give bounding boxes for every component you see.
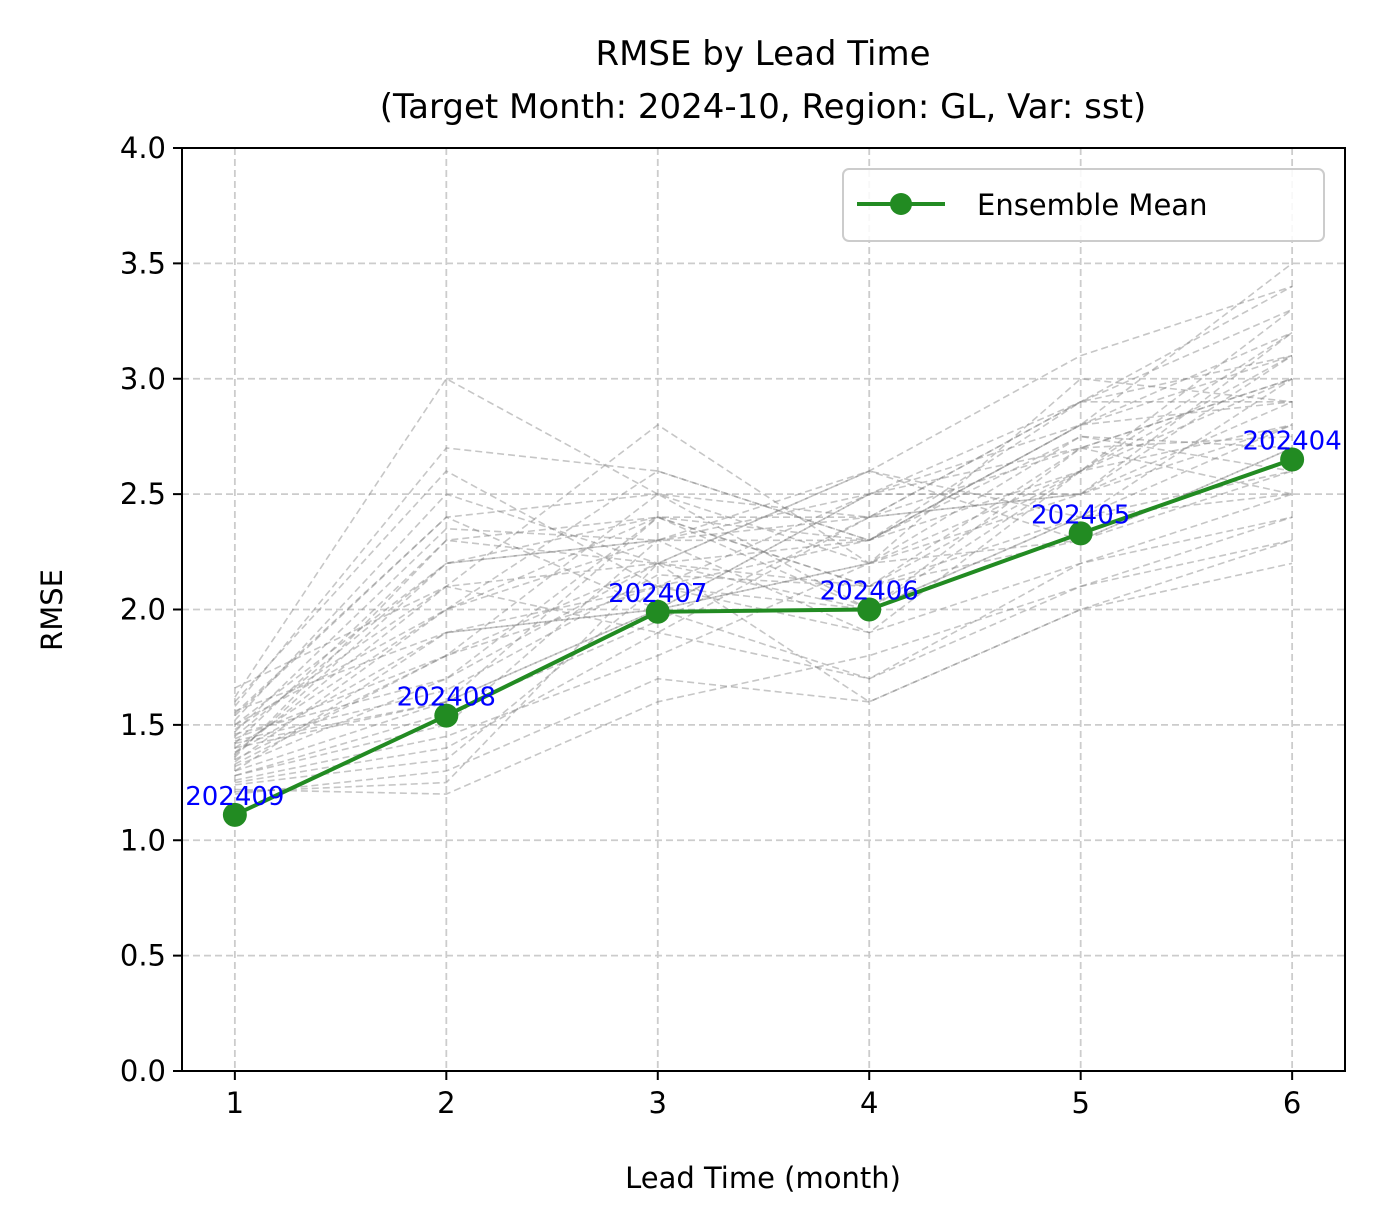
member-series-line: [234, 401, 1293, 754]
y-tick-label: 1.5: [120, 708, 166, 742]
point-label: 202406: [820, 577, 919, 607]
legend: Ensemble Mean: [842, 168, 1325, 242]
y-tick-label: 2.0: [120, 593, 166, 627]
ensemble-mean-point: [222, 802, 247, 827]
member-series-line: [234, 447, 1293, 782]
member-series-line: [234, 435, 1293, 754]
member-series-line: [234, 377, 1293, 749]
x-tick-label: 4: [860, 1086, 878, 1120]
axis-ticks: 1 2 3 4 5 6 0.0 0.5 1.0 1.5 2.0 2.5 3.0 3.5 4.0: [120, 131, 1301, 1120]
member-series-line: [234, 424, 1293, 761]
x-tick-label: 6: [1283, 1086, 1301, 1120]
member-series-line: [234, 447, 1293, 745]
y-axis-label: RMSE: [35, 569, 69, 651]
member-series-line: [234, 423, 1293, 689]
member-series-line: [234, 539, 1293, 795]
member-series-line: [234, 354, 1293, 726]
ensemble-mean-point: [1068, 521, 1093, 546]
member-series-line: [234, 378, 1293, 749]
point-label: 202409: [185, 782, 284, 812]
member-series-line: [234, 562, 1293, 795]
member-series-line: [234, 516, 1293, 772]
member-series-line: [234, 424, 1293, 786]
ensemble-mean-layer: 202409 202408 202407 202406 202405 202404: [185, 427, 1342, 827]
y-tick-label: 2.5: [120, 477, 166, 511]
ensemble-mean-point: [1280, 447, 1305, 472]
ensemble-mean-point: [857, 597, 882, 622]
legend-label-ensemble-mean: Ensemble Mean: [977, 188, 1207, 222]
member-series-line: [234, 331, 1293, 726]
member-series-line: [234, 308, 1293, 698]
member-series-line: [234, 493, 1293, 765]
y-tick-label: 1.0: [120, 823, 166, 857]
member-series-line: [234, 331, 1293, 740]
member-series-line: [234, 539, 1293, 793]
y-tick-label: 3.5: [120, 246, 166, 280]
member-series-lines: [234, 262, 1293, 795]
y-tick-label: 0.0: [120, 1054, 166, 1088]
x-axis-label: Lead Time (month): [625, 1161, 901, 1195]
point-label: 202404: [1243, 427, 1342, 457]
point-label: 202405: [1031, 500, 1130, 530]
member-series-line: [234, 435, 1293, 742]
chart-title: RMSE by Lead Time: [595, 34, 930, 74]
member-series-line: [234, 470, 1293, 721]
ensemble-mean-point: [434, 703, 459, 728]
member-series-line: [234, 470, 1293, 735]
point-label: 202408: [397, 683, 496, 713]
member-series-line: [234, 354, 1293, 731]
y-tick-label: 4.0: [120, 131, 166, 165]
y-tick-label: 0.5: [120, 939, 166, 973]
member-series-line: [234, 377, 1293, 738]
x-tick-label: 5: [1071, 1086, 1089, 1120]
member-series-line: [234, 262, 1293, 707]
x-tick-label: 2: [437, 1086, 455, 1120]
member-series-line: [234, 285, 1293, 733]
y-tick-label: 3.0: [120, 362, 166, 396]
x-tick-label: 3: [649, 1086, 667, 1120]
chart-subtitle: (Target Month: 2024-10, Region: GL, Var:…: [380, 87, 1146, 127]
legend-box: [842, 168, 1325, 242]
member-series-line: [234, 493, 1293, 777]
member-series-line: [234, 516, 1293, 784]
member-series-line: [234, 447, 1293, 758]
member-series-line: [234, 377, 1293, 717]
legend-marker-swatch: [890, 193, 912, 215]
member-series-line: [234, 378, 1293, 768]
member-series-line: [234, 355, 1293, 756]
member-series-line: [234, 401, 1293, 712]
member-series-line: [234, 424, 1293, 763]
ensemble-mean-point: [645, 599, 670, 624]
point-label: 202407: [608, 579, 707, 609]
x-tick-label: 1: [226, 1086, 244, 1120]
member-series-line: [234, 401, 1293, 772]
ensemble-mean-line: [234, 457, 1293, 817]
member-series-line: [234, 354, 1293, 744]
member-series-line: [234, 331, 1293, 777]
